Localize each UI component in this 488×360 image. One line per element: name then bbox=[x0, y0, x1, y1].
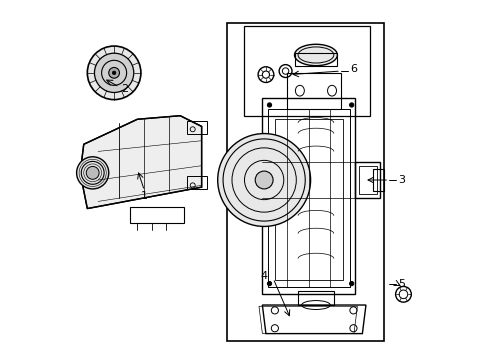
Circle shape bbox=[87, 46, 141, 100]
Bar bbox=[294, 53, 337, 66]
Bar bbox=[372, 169, 383, 191]
Text: 3: 3 bbox=[397, 175, 404, 185]
Circle shape bbox=[77, 157, 108, 189]
Bar bbox=[226, 23, 383, 341]
Bar bbox=[187, 121, 206, 134]
Circle shape bbox=[86, 166, 99, 179]
Circle shape bbox=[217, 134, 310, 226]
Bar bbox=[298, 291, 333, 305]
Ellipse shape bbox=[294, 44, 337, 66]
Circle shape bbox=[255, 171, 272, 189]
Circle shape bbox=[108, 67, 119, 78]
Bar bbox=[287, 73, 340, 109]
Bar bbox=[262, 98, 354, 294]
Circle shape bbox=[349, 103, 353, 107]
Bar bbox=[274, 119, 342, 280]
Text: 1: 1 bbox=[141, 191, 148, 201]
Circle shape bbox=[112, 71, 116, 75]
Text: 2: 2 bbox=[121, 84, 128, 94]
Circle shape bbox=[349, 282, 353, 286]
Bar bbox=[187, 176, 206, 189]
Bar bbox=[354, 162, 380, 198]
Bar bbox=[130, 207, 183, 223]
Bar bbox=[267, 109, 349, 287]
Text: 6: 6 bbox=[349, 64, 356, 74]
Bar bbox=[244, 26, 369, 116]
Circle shape bbox=[267, 103, 271, 107]
Bar bbox=[358, 166, 376, 194]
Polygon shape bbox=[80, 116, 201, 208]
Text: 5: 5 bbox=[397, 279, 404, 289]
Circle shape bbox=[94, 53, 134, 93]
Circle shape bbox=[267, 282, 271, 286]
Text: 4: 4 bbox=[260, 271, 267, 282]
